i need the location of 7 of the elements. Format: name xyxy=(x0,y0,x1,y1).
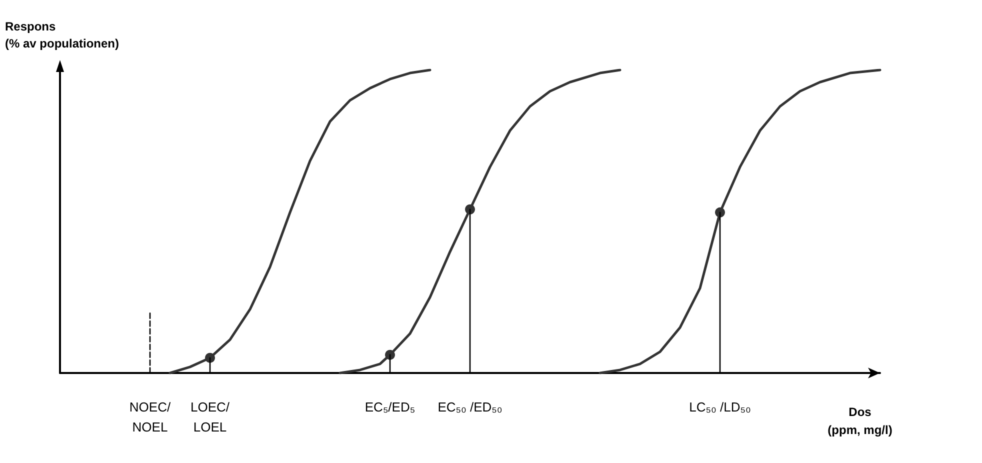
x-tick-label: NOEC/ NOEL xyxy=(129,400,171,434)
x-axis-title: Dos (ppm, mg/l) xyxy=(828,405,892,437)
x-tick-label: LC₅₀ /LD₅₀ xyxy=(689,400,751,414)
x-tick-label: EC₅₀ /ED₅₀ xyxy=(438,400,502,414)
x-tick-label: LOEC/ LOEL xyxy=(190,400,230,434)
x-tick-label: EC₅/ED₅ xyxy=(364,400,416,414)
y-axis-title: Respons (% av populationen) xyxy=(5,20,120,50)
